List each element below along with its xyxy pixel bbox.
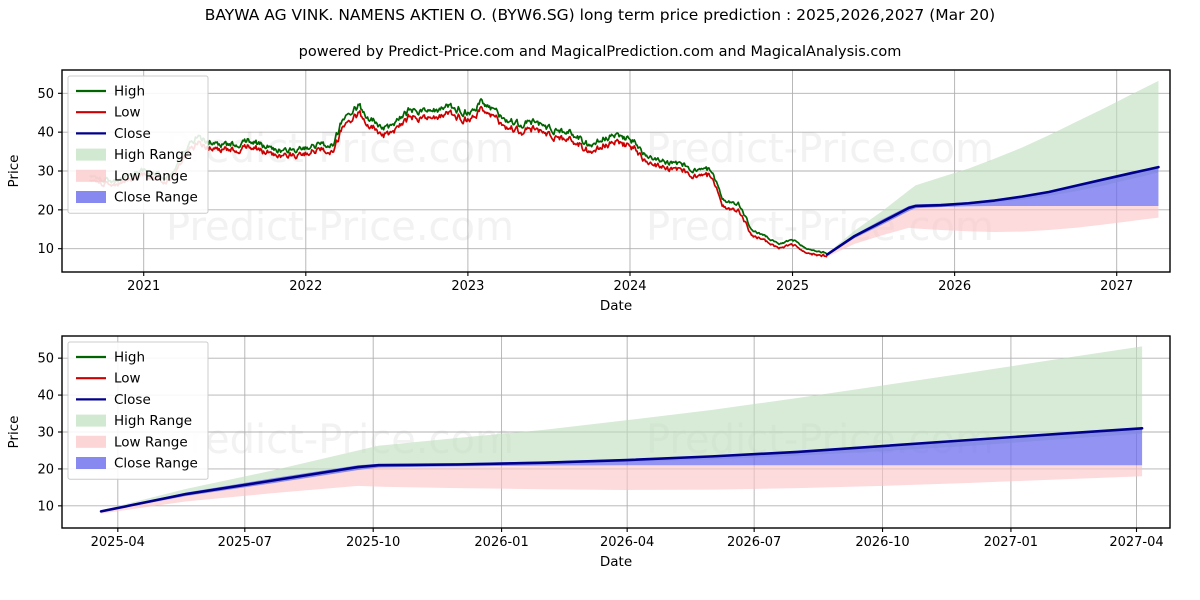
- watermark-text: Predict-Price.com: [646, 126, 994, 172]
- legend-label: Close Range: [114, 456, 198, 472]
- legend-item-low-range: Low Range: [76, 168, 188, 184]
- y-tick-label: 40: [37, 126, 54, 141]
- x-tick-label: 2025-10: [346, 535, 400, 550]
- legend-item-high: High: [76, 350, 145, 366]
- series-high-line: [89, 98, 828, 255]
- band-high-range: [827, 80, 1159, 256]
- legend-item-low: Low: [76, 105, 141, 121]
- y-axis-title: Price: [6, 416, 22, 449]
- y-tick-label: 30: [37, 426, 54, 441]
- legend-swatch-band: [76, 414, 106, 427]
- chart-legend: High Low Close High Range Low Range Close Ran…: [67, 341, 209, 480]
- x-axis: 2021 2022 2023 2024 2025 2026 2027: [127, 272, 1133, 294]
- legend-swatch-band: [76, 457, 106, 469]
- x-tick-label: 2026-10: [855, 535, 909, 550]
- legend-item-high: High: [76, 84, 145, 100]
- band-low-range: [827, 205, 1159, 257]
- legend-label: Close Range: [114, 190, 198, 206]
- legend-label: Close: [114, 126, 151, 142]
- legend-swatch-band: [76, 191, 106, 203]
- x-tick-label: 2027-01: [984, 535, 1038, 550]
- x-axis-title: Date: [600, 554, 632, 570]
- band-high-range: [101, 346, 1143, 513]
- x-tick-label: 2025-04: [91, 535, 145, 550]
- y-tick-label: 40: [37, 389, 54, 404]
- x-tick-label: 2027: [1100, 279, 1133, 294]
- legend-item-close-range: Close Range: [76, 456, 198, 472]
- y-tick-label: 20: [37, 462, 54, 477]
- series-close-line: [825, 165, 1160, 256]
- y-axis-title: Price: [6, 155, 22, 188]
- x-tick-label: 2024: [613, 279, 646, 294]
- y-tick-label: 10: [37, 499, 54, 514]
- x-tick-label: 2025: [776, 279, 809, 294]
- x-axis: 2025-04 2025-07 2025-10 2026-01 2026-04 2026-…: [91, 528, 1164, 550]
- page-subtitle: powered by Predict-Price.com and Magical…: [298, 44, 902, 60]
- watermark-text: Predict-Price.com: [166, 204, 514, 250]
- legend-item-close: Close: [76, 392, 151, 408]
- x-tick-label: 2026-07: [727, 535, 781, 550]
- legend-label: High Range: [114, 413, 192, 429]
- legend-item-low: Low: [76, 371, 141, 387]
- x-tick-label: 2025-07: [218, 535, 272, 550]
- legend-label: Low: [114, 105, 141, 121]
- legend-item-high-range: High Range: [76, 413, 192, 429]
- legend-item-close-range: Close Range: [76, 190, 198, 206]
- x-tick-label: 2026: [938, 279, 971, 294]
- x-axis-title: Date: [600, 298, 632, 314]
- legend-swatch-band: [76, 435, 106, 448]
- x-tick-label: 2026-01: [474, 535, 528, 550]
- legend-item-high-range: High Range: [76, 147, 192, 163]
- watermark: Predict-Price.com Predict-Price.comPredic…: [166, 126, 994, 250]
- top-chart-panel: Predict-Price.com Predict-Price.com Predic…: [0, 62, 1200, 322]
- legend-item-close: Close: [76, 126, 151, 142]
- x-tick-label: 2027-04: [1109, 535, 1163, 550]
- band-low-range: [101, 465, 1143, 514]
- series-low-line: [89, 105, 828, 258]
- x-tick-label: 2026-04: [600, 535, 654, 550]
- chart-legend: High Low Close High Range Low Range Close Ran…: [67, 75, 209, 214]
- legend-label: High Range: [114, 147, 192, 163]
- y-tick-label: 10: [37, 242, 54, 257]
- band-close-range: [101, 427, 1143, 513]
- y-axis: 10 20 30 40 50: [37, 352, 62, 514]
- x-tick-label: 2023: [451, 279, 484, 294]
- top-chart-svg: Predict-Price.com Predict-Price.comPredic…: [6, 69, 1171, 314]
- series-close-line: [99, 427, 1144, 513]
- x-tick-label: 2021: [127, 279, 160, 294]
- legend-label: High: [114, 84, 145, 100]
- y-axis: 10 20 30 40 50: [37, 87, 62, 257]
- legend-swatch-band: [76, 148, 106, 161]
- bottom-chart-svg: Predict-Price.comPredict-Price.com102030…: [6, 335, 1171, 570]
- legend-label: High: [114, 350, 145, 366]
- legend-item-low-range: Low Range: [76, 434, 188, 450]
- legend-swatch-band: [76, 169, 106, 182]
- legend-label: Close: [114, 392, 151, 408]
- y-tick-label: 30: [37, 165, 54, 180]
- bottom-chart-panel: Predict-Price.comPredict-Price.com102030…: [0, 328, 1200, 600]
- y-tick-label: 50: [37, 87, 54, 102]
- page-title: BAYWA AG VINK. NAMENS AKTIEN O. (BYW6.SG…: [204, 6, 996, 24]
- band-close-range: [827, 166, 1159, 256]
- y-tick-label: 20: [37, 203, 54, 218]
- legend-label: Low Range: [114, 168, 188, 184]
- y-tick-label: 50: [37, 352, 54, 367]
- legend-label: Low Range: [114, 434, 188, 450]
- x-tick-label: 2022: [289, 279, 322, 294]
- legend-label: Low: [114, 371, 141, 387]
